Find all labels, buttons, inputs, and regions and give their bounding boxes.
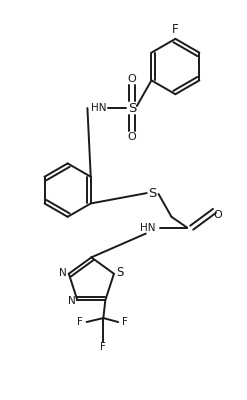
Text: F: F — [122, 317, 128, 327]
Text: O: O — [127, 74, 136, 84]
Text: F: F — [77, 317, 82, 327]
Text: O: O — [127, 132, 136, 142]
Text: S: S — [116, 266, 124, 279]
Text: F: F — [100, 342, 106, 352]
Text: N: N — [68, 296, 75, 306]
Text: S: S — [148, 186, 157, 200]
Text: HN: HN — [91, 103, 106, 113]
Text: N: N — [59, 268, 67, 278]
Text: O: O — [214, 210, 222, 220]
Text: F: F — [172, 24, 179, 36]
Text: HN: HN — [140, 223, 155, 233]
Text: S: S — [128, 102, 136, 114]
